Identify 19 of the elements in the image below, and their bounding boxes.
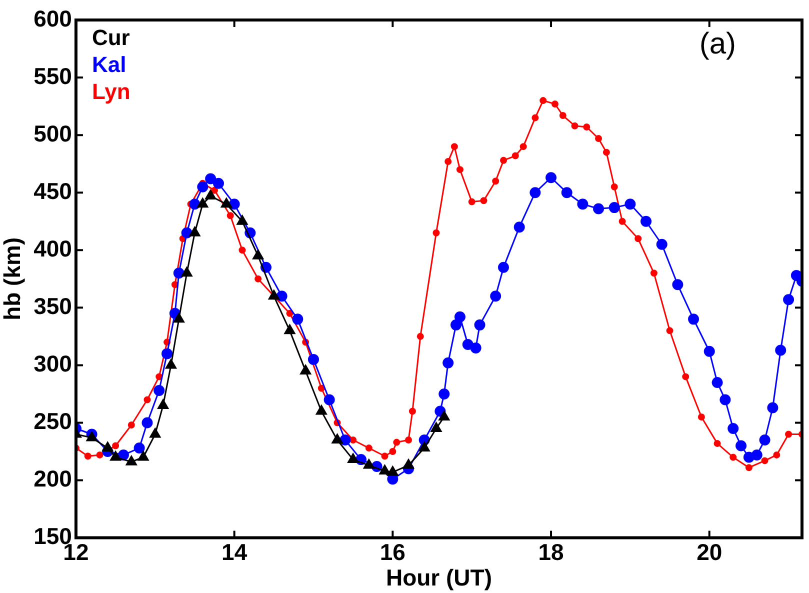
y-tick-label: 350 bbox=[34, 293, 72, 320]
y-tick-label: 400 bbox=[34, 235, 72, 262]
x-tick-label: 14 bbox=[222, 538, 248, 565]
y-tick-label: 250 bbox=[34, 408, 72, 434]
annotation: (a) bbox=[699, 27, 736, 60]
text: Lyn bbox=[92, 79, 130, 104]
y-tick-label: 450 bbox=[34, 178, 72, 204]
x-axis-title: Hour (UT) bbox=[386, 564, 492, 591]
x-tick-label: 20 bbox=[696, 538, 722, 565]
y-tick-label: 200 bbox=[34, 466, 72, 492]
text: Kal bbox=[92, 52, 126, 78]
y-tick-label: 300 bbox=[34, 350, 72, 377]
text: Cur bbox=[92, 25, 130, 50]
x-tick-label: 18 bbox=[538, 538, 564, 565]
y-tick-label: 550 bbox=[34, 62, 72, 89]
y-tick-label: 500 bbox=[34, 120, 72, 146]
x-tick-label: 16 bbox=[380, 538, 406, 565]
y-tick-label: 600 bbox=[34, 5, 72, 32]
y-axis-title: hb (km) bbox=[0, 237, 26, 320]
